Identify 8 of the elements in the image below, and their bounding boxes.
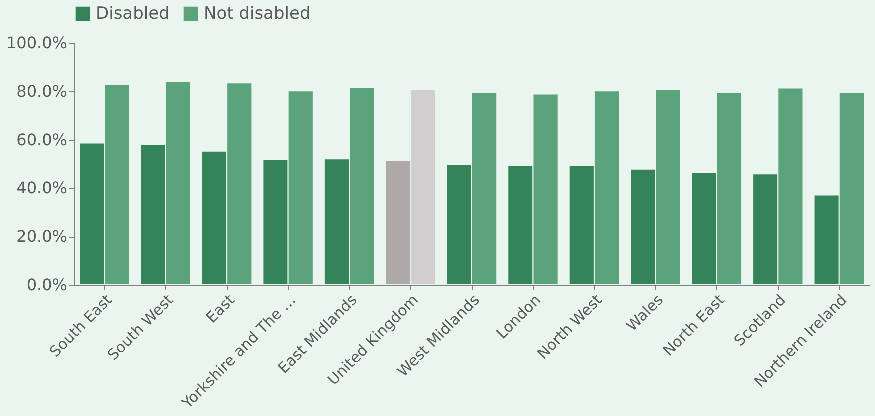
y-tick-label: 60.0% — [16, 130, 68, 150]
y-tick-label: 40.0% — [16, 178, 68, 198]
legend-label: Not disabled — [204, 4, 311, 24]
y-tick-label: 100.0% — [6, 34, 68, 52]
y-tick-label: 20.0% — [16, 227, 68, 246]
y-tick-label: 0.0% — [26, 276, 68, 294]
y-tick-label: 80.0% — [16, 82, 68, 101]
legend-label: Disabled — [96, 4, 170, 24]
